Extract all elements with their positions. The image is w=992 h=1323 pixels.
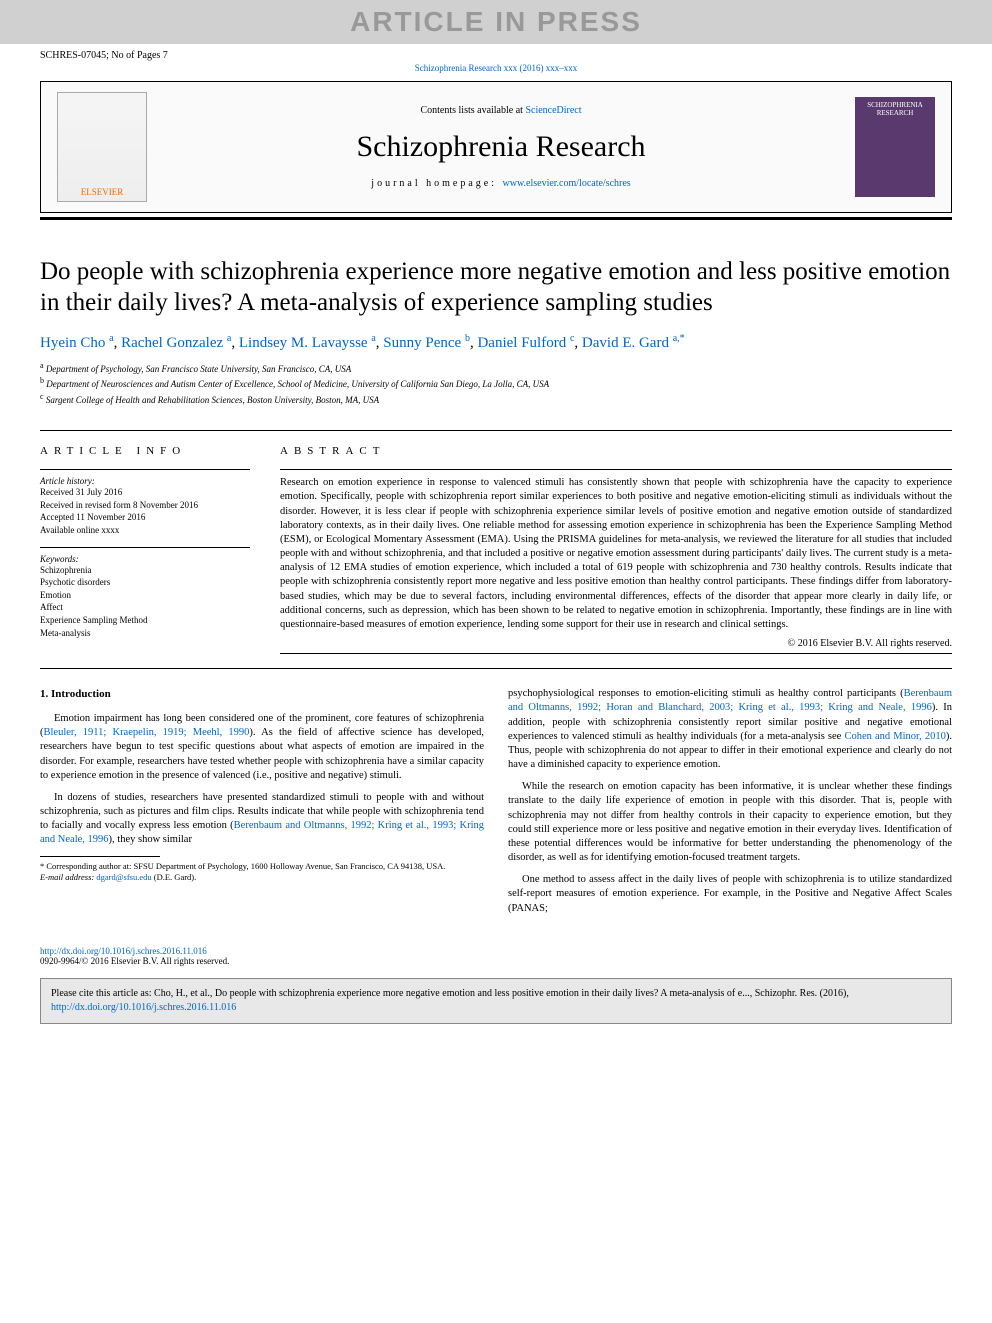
history-line: Received in revised form 8 November 2016 — [40, 499, 250, 512]
elsevier-logo: ELSEVIER — [57, 92, 147, 202]
body-columns: 1. Introduction Emotion impairment has l… — [0, 669, 992, 934]
issn-line: 0920-9964/© 2016 Elsevier B.V. All right… — [40, 956, 229, 966]
paragraph: Emotion impairment has long been conside… — [40, 712, 484, 783]
homepage-label: journal homepage: — [371, 178, 502, 189]
journal-card: ELSEVIER Contents lists available at Sci… — [40, 81, 952, 213]
corresponding-author: * Corresponding author at: SFSU Departme… — [40, 861, 484, 872]
paragraph: While the research on emotion capacity h… — [508, 780, 952, 865]
author-name[interactable]: David E. Gard — [582, 335, 669, 351]
keywords-label: Keywords: — [40, 554, 250, 564]
contents-prefix: Contents lists available at — [420, 105, 525, 116]
info-heading: ARTICLE INFO — [40, 445, 250, 457]
author-name[interactable]: Sunny Pence — [383, 335, 461, 351]
keyword: Psychotic disorders — [40, 576, 250, 589]
author-name[interactable]: Daniel Fulford — [477, 335, 566, 351]
author-name[interactable]: Hyein Cho — [40, 335, 105, 351]
history-line: Received 31 July 2016 — [40, 486, 250, 499]
abstract-heading: ABSTRACT — [280, 445, 952, 457]
keyword: Meta-analysis — [40, 627, 250, 640]
citebox-link[interactable]: http://dx.doi.org/10.1016/j.schres.2016.… — [51, 1002, 236, 1013]
section-heading: 1. Introduction — [40, 687, 484, 702]
keyword: Schizophrenia — [40, 564, 250, 577]
author-affiliation-marker: b — [465, 333, 470, 344]
author-affiliation-marker: a,* — [673, 333, 685, 344]
reference-link[interactable]: Schizophrenia Research xxx (2016) xxx–xx… — [0, 63, 992, 73]
journal-name: Schizophrenia Research — [147, 130, 855, 164]
email-link[interactable]: dgard@sfsu.edu — [96, 872, 151, 882]
citation-link[interactable]: Bleuler, 1911; Kraepelin, 1919; Meehl, 1… — [44, 727, 250, 738]
affiliations: a Department of Psychology, San Francisc… — [40, 360, 952, 407]
author-affiliation-marker: a — [227, 333, 231, 344]
article-info: ARTICLE INFO Article history: Received 3… — [40, 445, 250, 654]
title-block: Do people with schizophrenia experience … — [0, 220, 992, 416]
history-label: Article history: — [40, 476, 250, 486]
abstract: ABSTRACT Research on emotion experience … — [280, 445, 952, 654]
header-row: SCHRES-07045; No of Pages 7 — [0, 44, 992, 63]
article-title: Do people with schizophrenia experience … — [40, 256, 952, 319]
author-affiliation-marker: c — [570, 333, 574, 344]
author-name[interactable]: Rachel Gonzalez — [121, 335, 223, 351]
info-abstract-row: ARTICLE INFO Article history: Received 3… — [0, 431, 992, 664]
history-line: Available online xxxx — [40, 524, 250, 537]
doi-link[interactable]: http://dx.doi.org/10.1016/j.schres.2016.… — [40, 946, 207, 956]
keyword: Affect — [40, 601, 250, 614]
press-banner: ARTICLE IN PRESS — [0, 0, 992, 44]
sciencedirect-link[interactable]: ScienceDirect — [525, 105, 581, 116]
paragraph: One method to assess affect in the daily… — [508, 873, 952, 916]
journal-cover: SCHIZOPHRENIA RESEARCH — [855, 97, 935, 197]
cite-box: Please cite this article as: Cho, H., et… — [40, 978, 952, 1024]
paragraph: In dozens of studies, researchers have p… — [40, 791, 484, 848]
header-left: SCHRES-07045; No of Pages 7 — [40, 50, 168, 61]
author-affiliation-marker: a — [371, 333, 375, 344]
journal-homepage: journal homepage: www.elsevier.com/locat… — [147, 178, 855, 189]
keyword: Emotion — [40, 589, 250, 602]
doi-block: http://dx.doi.org/10.1016/j.schres.2016.… — [0, 934, 992, 970]
author-name[interactable]: Lindsey M. Lavaysse — [239, 335, 368, 351]
paragraph: psychophysiological responses to emotion… — [508, 687, 952, 772]
column-left: 1. Introduction Emotion impairment has l… — [40, 687, 484, 924]
column-right: psychophysiological responses to emotion… — [508, 687, 952, 924]
footnote-rule — [40, 856, 160, 857]
author-affiliation-marker: a — [109, 333, 113, 344]
author-list: Hyein Cho a, Rachel Gonzalez a, Lindsey … — [40, 333, 952, 352]
copyright: © 2016 Elsevier B.V. All rights reserved… — [280, 638, 952, 649]
homepage-link[interactable]: www.elsevier.com/locate/schres — [503, 178, 631, 189]
history-line: Accepted 11 November 2016 — [40, 511, 250, 524]
citation-link[interactable]: Cohen and Minor, 2010 — [844, 731, 945, 742]
email-line: E-mail address: dgard@sfsu.edu (D.E. Gar… — [40, 872, 484, 883]
contents-line: Contents lists available at ScienceDirec… — [147, 105, 855, 116]
keyword: Experience Sampling Method — [40, 614, 250, 627]
abstract-text: Research on emotion experience in respon… — [280, 476, 952, 632]
